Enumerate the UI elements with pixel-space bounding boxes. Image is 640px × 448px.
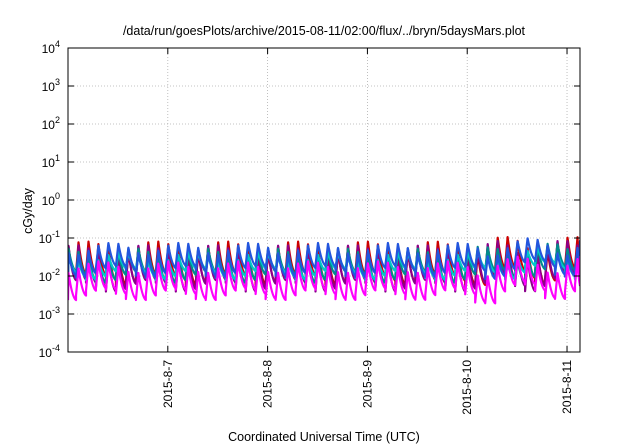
y-axis-label: cGy/day <box>21 187 35 234</box>
y-tick-label: 101 <box>42 153 60 170</box>
x-tick-label: 2015-8-9 <box>360 360 374 408</box>
y-tick-label: 103 <box>42 77 60 94</box>
y-tick-label: 10-4 <box>39 343 60 360</box>
chart-title: /data/run/goesPlots/archive/2015-08-11/0… <box>123 24 526 38</box>
y-tick-label: 102 <box>42 115 60 132</box>
y-tick-label: 10-1 <box>39 229 60 246</box>
x-axis-label: Coordinated Universal Time (UTC) <box>228 430 420 444</box>
x-tick-label: 2015-8-8 <box>261 360 275 408</box>
series-group <box>68 236 580 305</box>
y-tick-label: 104 <box>42 39 60 56</box>
x-axis: 2015-8-7 2015-8-8 2015-8-9 2015-8-10 2015-8-… <box>161 48 574 415</box>
x-tick-label: 2015-8-7 <box>161 360 175 408</box>
grid <box>68 48 580 352</box>
series-line <box>68 237 580 280</box>
y-tick-label: 10-3 <box>39 305 60 322</box>
y-tick-label: 100 <box>42 191 60 208</box>
y-tick-label: 10-2 <box>39 267 60 284</box>
y-axis: 104 103 102 101 100 10-1 10-2 10-3 10-4 <box>39 39 580 360</box>
series-line <box>68 255 580 305</box>
x-tick-label: 2015-8-10 <box>460 360 474 415</box>
x-tick-label: 2015-8-11 <box>560 360 574 414</box>
